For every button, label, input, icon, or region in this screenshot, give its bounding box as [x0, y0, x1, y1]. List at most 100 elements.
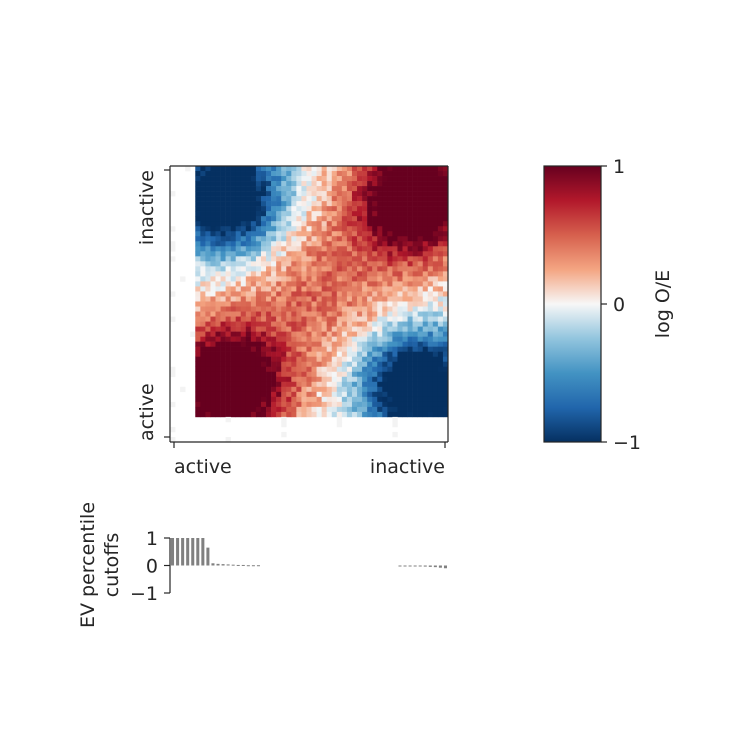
heatmap-cell: [417, 351, 424, 357]
heatmap-cell: [311, 336, 317, 342]
heatmap-cell: [250, 296, 257, 302]
heatmap-cell: [271, 396, 277, 403]
heatmap-cell: [225, 381, 231, 388]
heatmap-cell: [351, 166, 358, 172]
heatmap-cell: [331, 171, 338, 177]
heatmap-cell: [442, 366, 449, 373]
heatmap-cell: [215, 331, 221, 337]
heatmap-cell: [195, 366, 201, 373]
heatmap-cell: [215, 241, 221, 247]
heatmap-cell: [235, 171, 242, 177]
heatmap-cell: [240, 366, 247, 373]
heatmap-cell: [286, 206, 292, 212]
heatmap-cell: [437, 221, 444, 227]
heatmap-cell: [382, 276, 388, 282]
heatmap-cell: [412, 371, 418, 378]
heatmap-cell: [316, 186, 322, 192]
heatmap-cell: [362, 216, 368, 222]
heatmap-cell: [331, 221, 338, 227]
heatmap-cell: [362, 371, 368, 378]
heatmap-cell: [432, 316, 439, 322]
heatmap-cell: [200, 201, 206, 207]
heatmap-cell: [220, 336, 226, 342]
heatmap-cell: [331, 166, 338, 172]
heatmap-cell: [321, 266, 327, 272]
heatmap-cell: [271, 256, 277, 262]
heatmap-cell: [437, 316, 444, 322]
heatmap-cell: [422, 256, 429, 262]
heatmap-cell: [200, 196, 206, 202]
heatmap-cell: [220, 386, 226, 393]
heatmap-cell: [427, 241, 434, 247]
heatmap-cell: [200, 261, 206, 267]
heatmap-cell: [230, 191, 236, 197]
heatmap-cell: [215, 401, 221, 408]
heatmap-cell: [296, 236, 302, 242]
ev-bar: [206, 547, 210, 566]
heatmap-cell: [437, 186, 444, 192]
heatmap-cell: [321, 296, 327, 302]
heatmap-cell: [377, 246, 383, 252]
heatmap-cell: [387, 386, 393, 393]
heatmap-cell: [230, 166, 236, 172]
heatmap-cell: [372, 256, 378, 262]
heatmap-cell: [311, 201, 317, 207]
heatmap-cell: [346, 406, 353, 413]
heatmap-cell: [372, 316, 378, 322]
heatmap-cell: [387, 256, 393, 262]
heatmap-cell: [200, 381, 206, 388]
heatmap-cell: [260, 191, 267, 197]
heatmap-cell: [210, 186, 216, 192]
ev-bar: [418, 565, 422, 567]
heatmap-cell: [306, 191, 312, 197]
heatmap-cell: [215, 311, 221, 317]
heatmap-cell: [255, 371, 262, 378]
heatmap-cell: [442, 231, 449, 237]
heatmap-cell: [245, 206, 252, 212]
heatmap-cell: [235, 271, 242, 277]
heatmap-cell: [266, 201, 272, 207]
heatmap-cell: [357, 311, 363, 317]
heatmap-cell: [260, 371, 267, 378]
heatmap-cell: [351, 211, 358, 217]
heatmap-cell: [392, 336, 398, 342]
heatmap-cell: [215, 376, 221, 383]
heatmap-cell: [407, 261, 413, 267]
heatmap-cell: [190, 331, 196, 337]
heatmap-cell: [331, 356, 338, 363]
heatmap-cell: [432, 226, 439, 232]
heatmap-cell: [301, 366, 307, 373]
heatmap-cell: [276, 281, 282, 287]
heatmap-cell: [437, 231, 444, 237]
heatmap-cell: [382, 226, 388, 232]
heatmap-cell: [336, 346, 343, 352]
heatmap-cell: [412, 241, 418, 247]
heatmap-cell: [422, 221, 429, 227]
heatmap-cell: [387, 331, 393, 337]
heatmap-cell: [260, 411, 267, 418]
heatmap-cell: [215, 196, 221, 202]
ev-bar: [251, 565, 255, 567]
heatmap-cell: [245, 176, 252, 182]
heatmap-cell: [225, 391, 231, 398]
heatmap-cell: [311, 361, 317, 368]
heatmap-cell: [205, 251, 211, 257]
heatmap-cell: [235, 286, 242, 292]
heatmap-cell: [260, 181, 267, 187]
heatmap-cell: [357, 361, 363, 368]
heatmap-cell: [276, 376, 282, 383]
heatmap-cell: [286, 361, 292, 368]
heatmap-cell: [367, 371, 373, 378]
heatmap-cell: [417, 366, 424, 373]
heatmap-cell: [392, 286, 398, 292]
heatmap-cell: [266, 261, 272, 267]
heatmap-cell: [336, 361, 343, 368]
heatmap-cell: [276, 181, 282, 187]
heatmap-cell: [281, 371, 287, 378]
heatmap-cell: [281, 356, 287, 363]
heatmap-cell: [382, 256, 388, 262]
heatmap-cell: [291, 251, 297, 257]
heatmap-cell: [346, 351, 353, 357]
heatmap-cell: [286, 366, 292, 373]
heatmap-cell: [336, 176, 343, 182]
